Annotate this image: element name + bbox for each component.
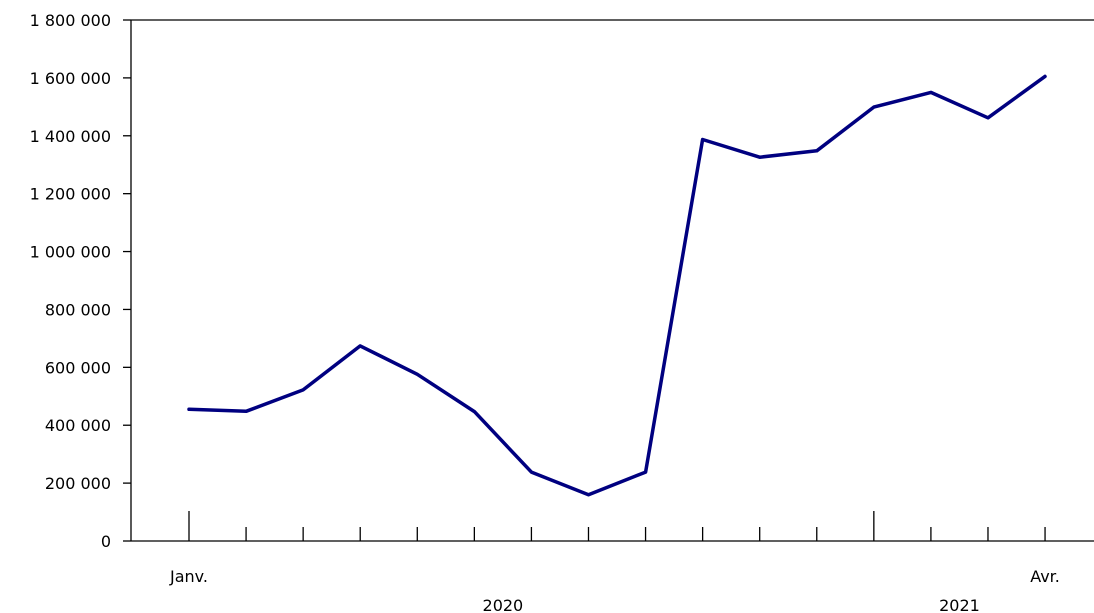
data-point bbox=[415, 372, 419, 376]
data-point bbox=[815, 149, 819, 153]
y-tick-label: 800 000 bbox=[45, 300, 111, 319]
chart-axes bbox=[123, 19, 1094, 542]
y-tick-label: 1 400 000 bbox=[30, 127, 111, 146]
chart-series bbox=[187, 74, 1047, 497]
data-point bbox=[872, 105, 876, 109]
y-tick-label: 200 000 bbox=[45, 474, 111, 493]
data-point bbox=[644, 470, 648, 474]
data-point bbox=[301, 388, 305, 392]
data-point bbox=[758, 155, 762, 159]
y-tick-label: 1 200 000 bbox=[30, 185, 111, 204]
y-tick-label: 600 000 bbox=[45, 358, 111, 377]
data-point bbox=[244, 409, 248, 413]
series-line bbox=[187, 74, 1047, 497]
y-tick-label: 400 000 bbox=[45, 416, 111, 435]
y-tick-label: 0 bbox=[101, 532, 111, 551]
x-tick-label: Avr. bbox=[1030, 567, 1060, 586]
year-label: 2020 bbox=[483, 596, 524, 613]
data-point bbox=[929, 90, 933, 94]
y-tick-label: 1 800 000 bbox=[30, 11, 111, 30]
x-tick-label: Janv. bbox=[169, 567, 208, 586]
chart-labels: 0 200 000 400 000 600 000 800 000 1 000 000 1 … bbox=[30, 11, 1060, 613]
data-point bbox=[701, 138, 705, 142]
data-point bbox=[187, 407, 191, 411]
data-point bbox=[472, 410, 476, 414]
y-tick-label: 1 600 000 bbox=[30, 69, 111, 88]
year-label: 2021 bbox=[939, 596, 980, 613]
data-point bbox=[586, 493, 590, 497]
y-tick-label: 1 000 000 bbox=[30, 243, 111, 262]
data-point bbox=[1043, 74, 1047, 78]
data-point bbox=[358, 344, 362, 348]
data-point bbox=[529, 470, 533, 474]
data-point bbox=[986, 116, 990, 120]
